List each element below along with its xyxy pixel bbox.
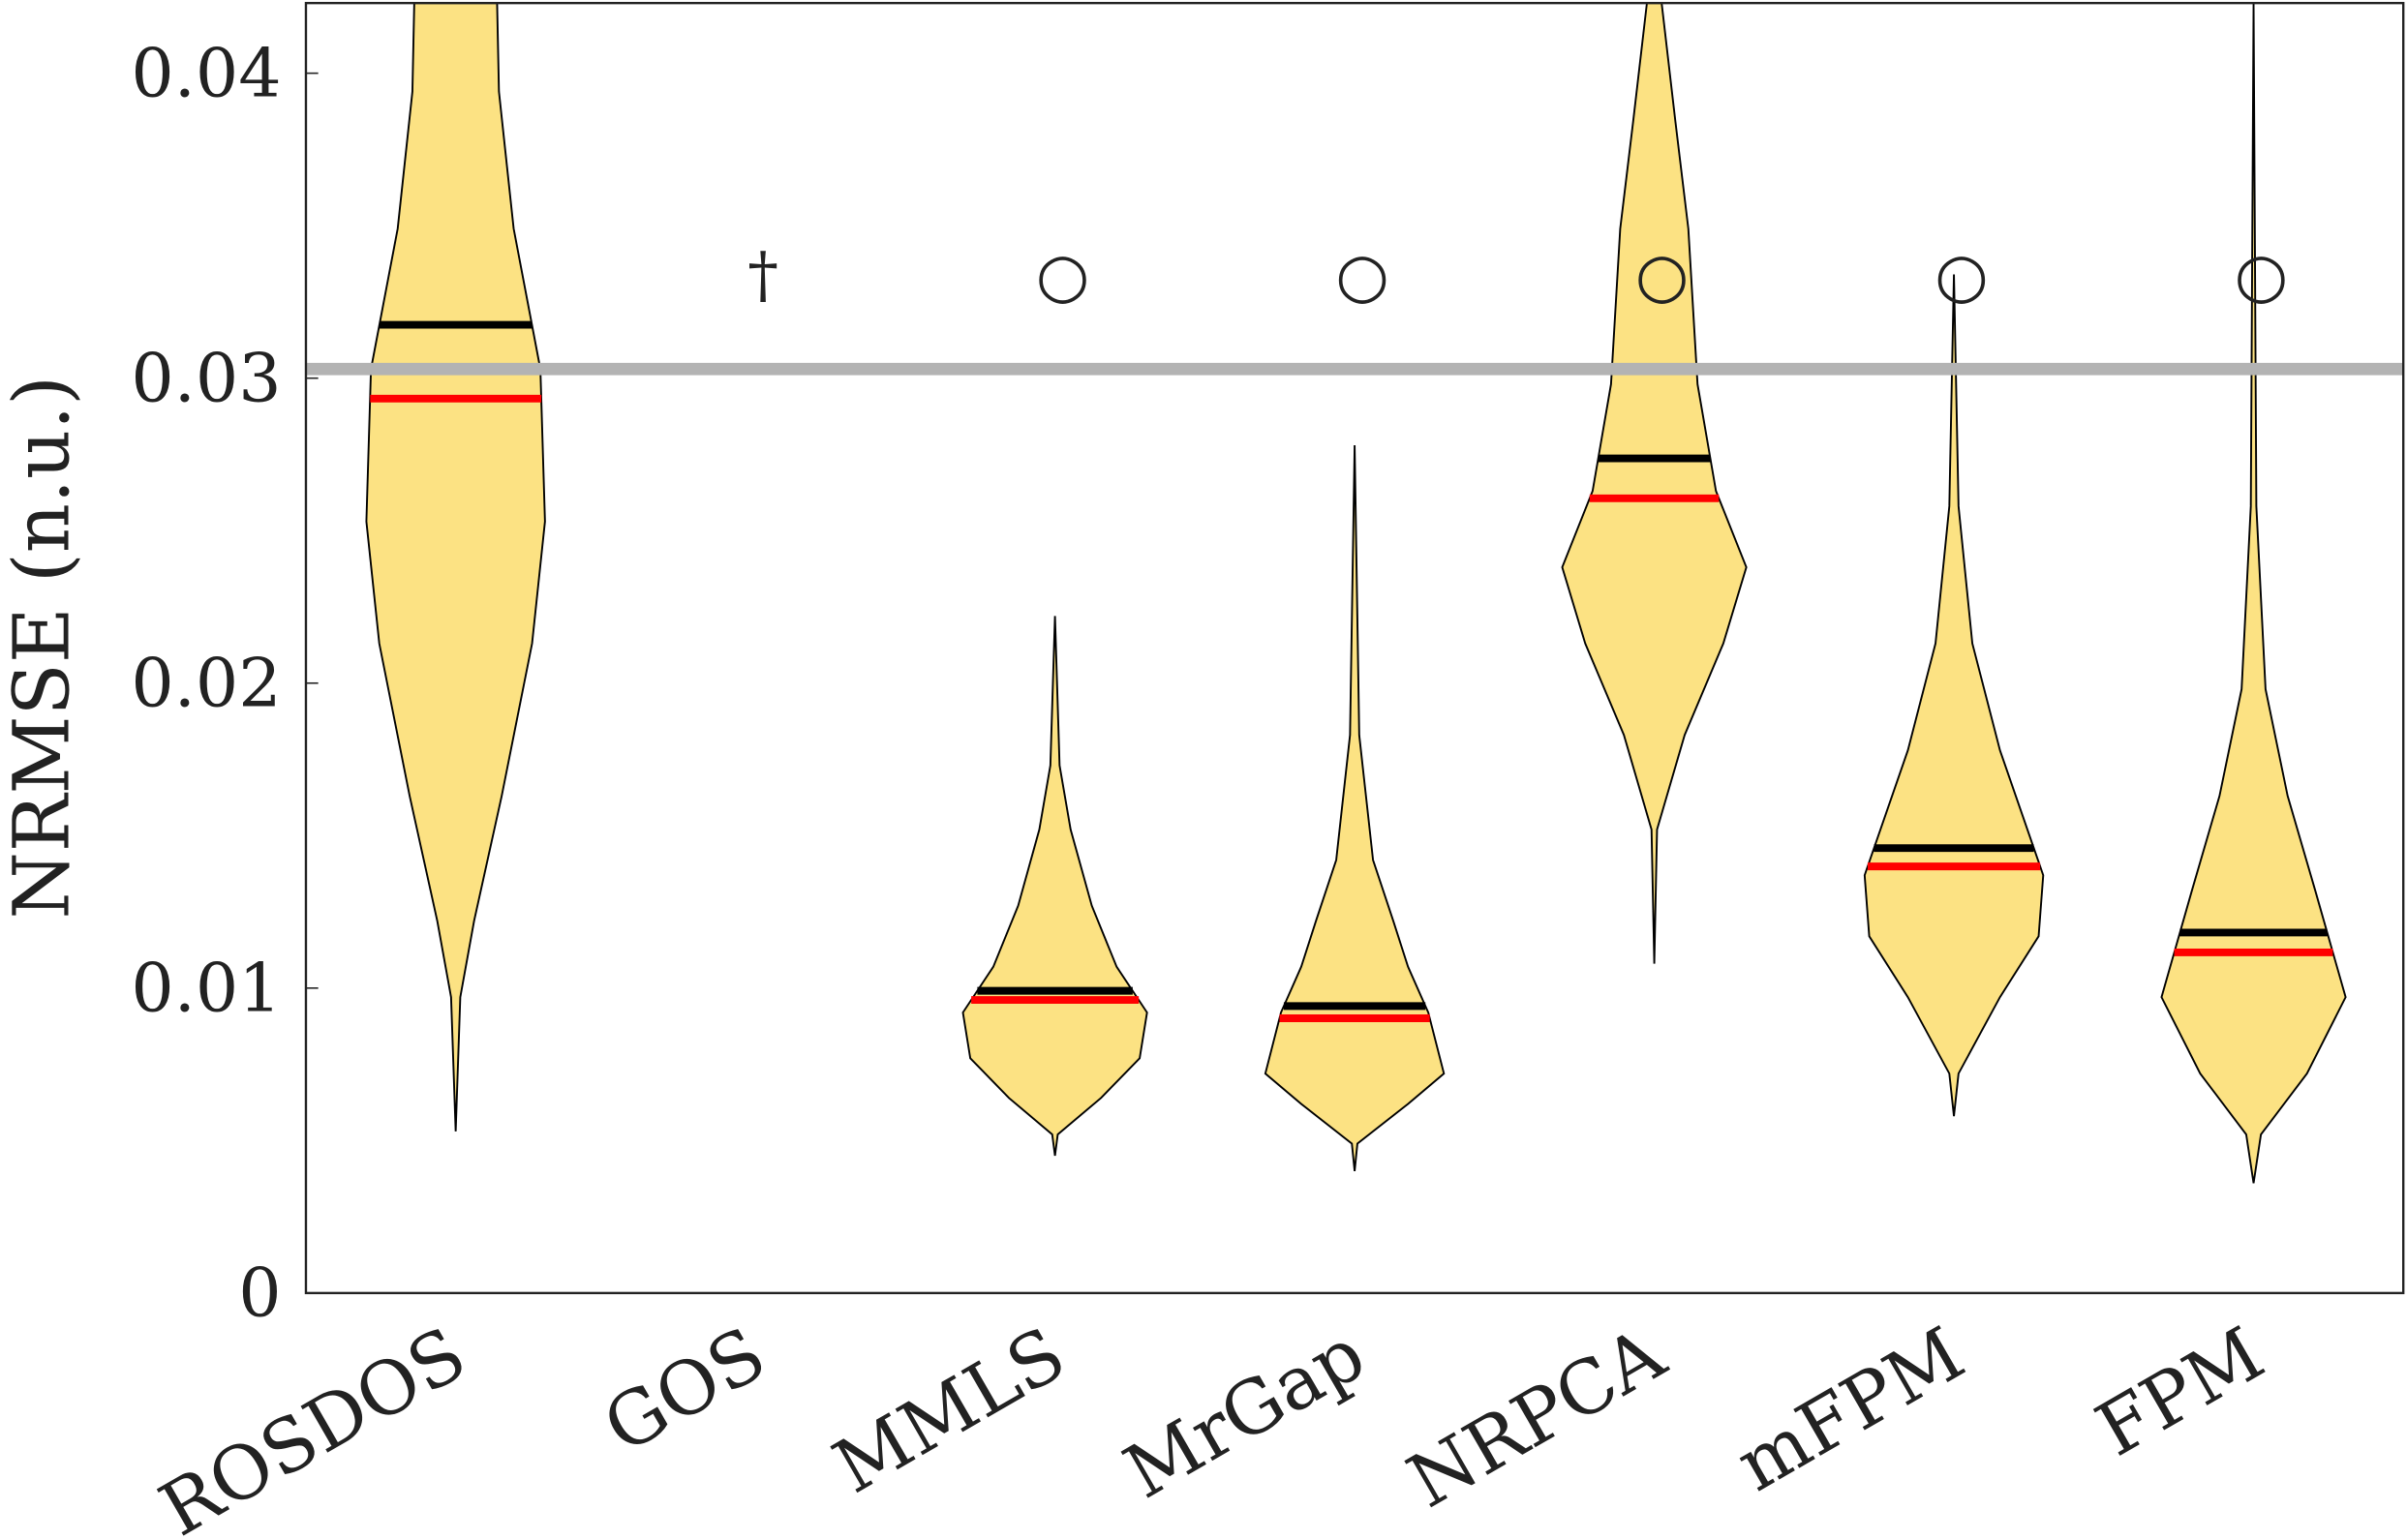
significance-marker: ○ — [1036, 239, 1089, 311]
x-tick-label: MMLS — [819, 1311, 1079, 1510]
significance-marker: ○ — [1335, 239, 1388, 311]
violin — [961, 616, 1148, 1157]
x-tick-label: GOS — [590, 1311, 779, 1470]
x-tick-label: MrGap — [1110, 1311, 1378, 1516]
x-tick-label: FPM — [2082, 1311, 2277, 1473]
y-tick-label: 0.02 — [131, 645, 281, 723]
y-tick-label: 0.03 — [131, 339, 281, 417]
plot-area — [305, 3, 2404, 1184]
y-tick-label: 0.01 — [131, 950, 281, 1028]
x-tick-label: NRPCA — [1393, 1310, 1679, 1525]
significance-marker: ○ — [1635, 239, 1689, 311]
violin — [2160, 3, 2347, 1184]
y-axis-label: NRMSE (n.u.) — [0, 376, 86, 920]
y-tick-label: 0 — [238, 1254, 281, 1333]
significance-marker: ○ — [2235, 239, 2288, 311]
violin — [1264, 445, 1446, 1171]
axes-frame — [304, 1, 2405, 1295]
significance-marker: † — [747, 239, 778, 311]
x-tick-label: mFPM — [1721, 1311, 1977, 1508]
violin — [365, 3, 546, 1132]
x-tick-label: ROSDOS — [145, 1311, 479, 1540]
violin — [1561, 3, 1748, 964]
significance-marker: ○ — [1935, 239, 1988, 311]
y-tick-label: 0.04 — [131, 34, 281, 112]
violin — [1863, 274, 2045, 1117]
